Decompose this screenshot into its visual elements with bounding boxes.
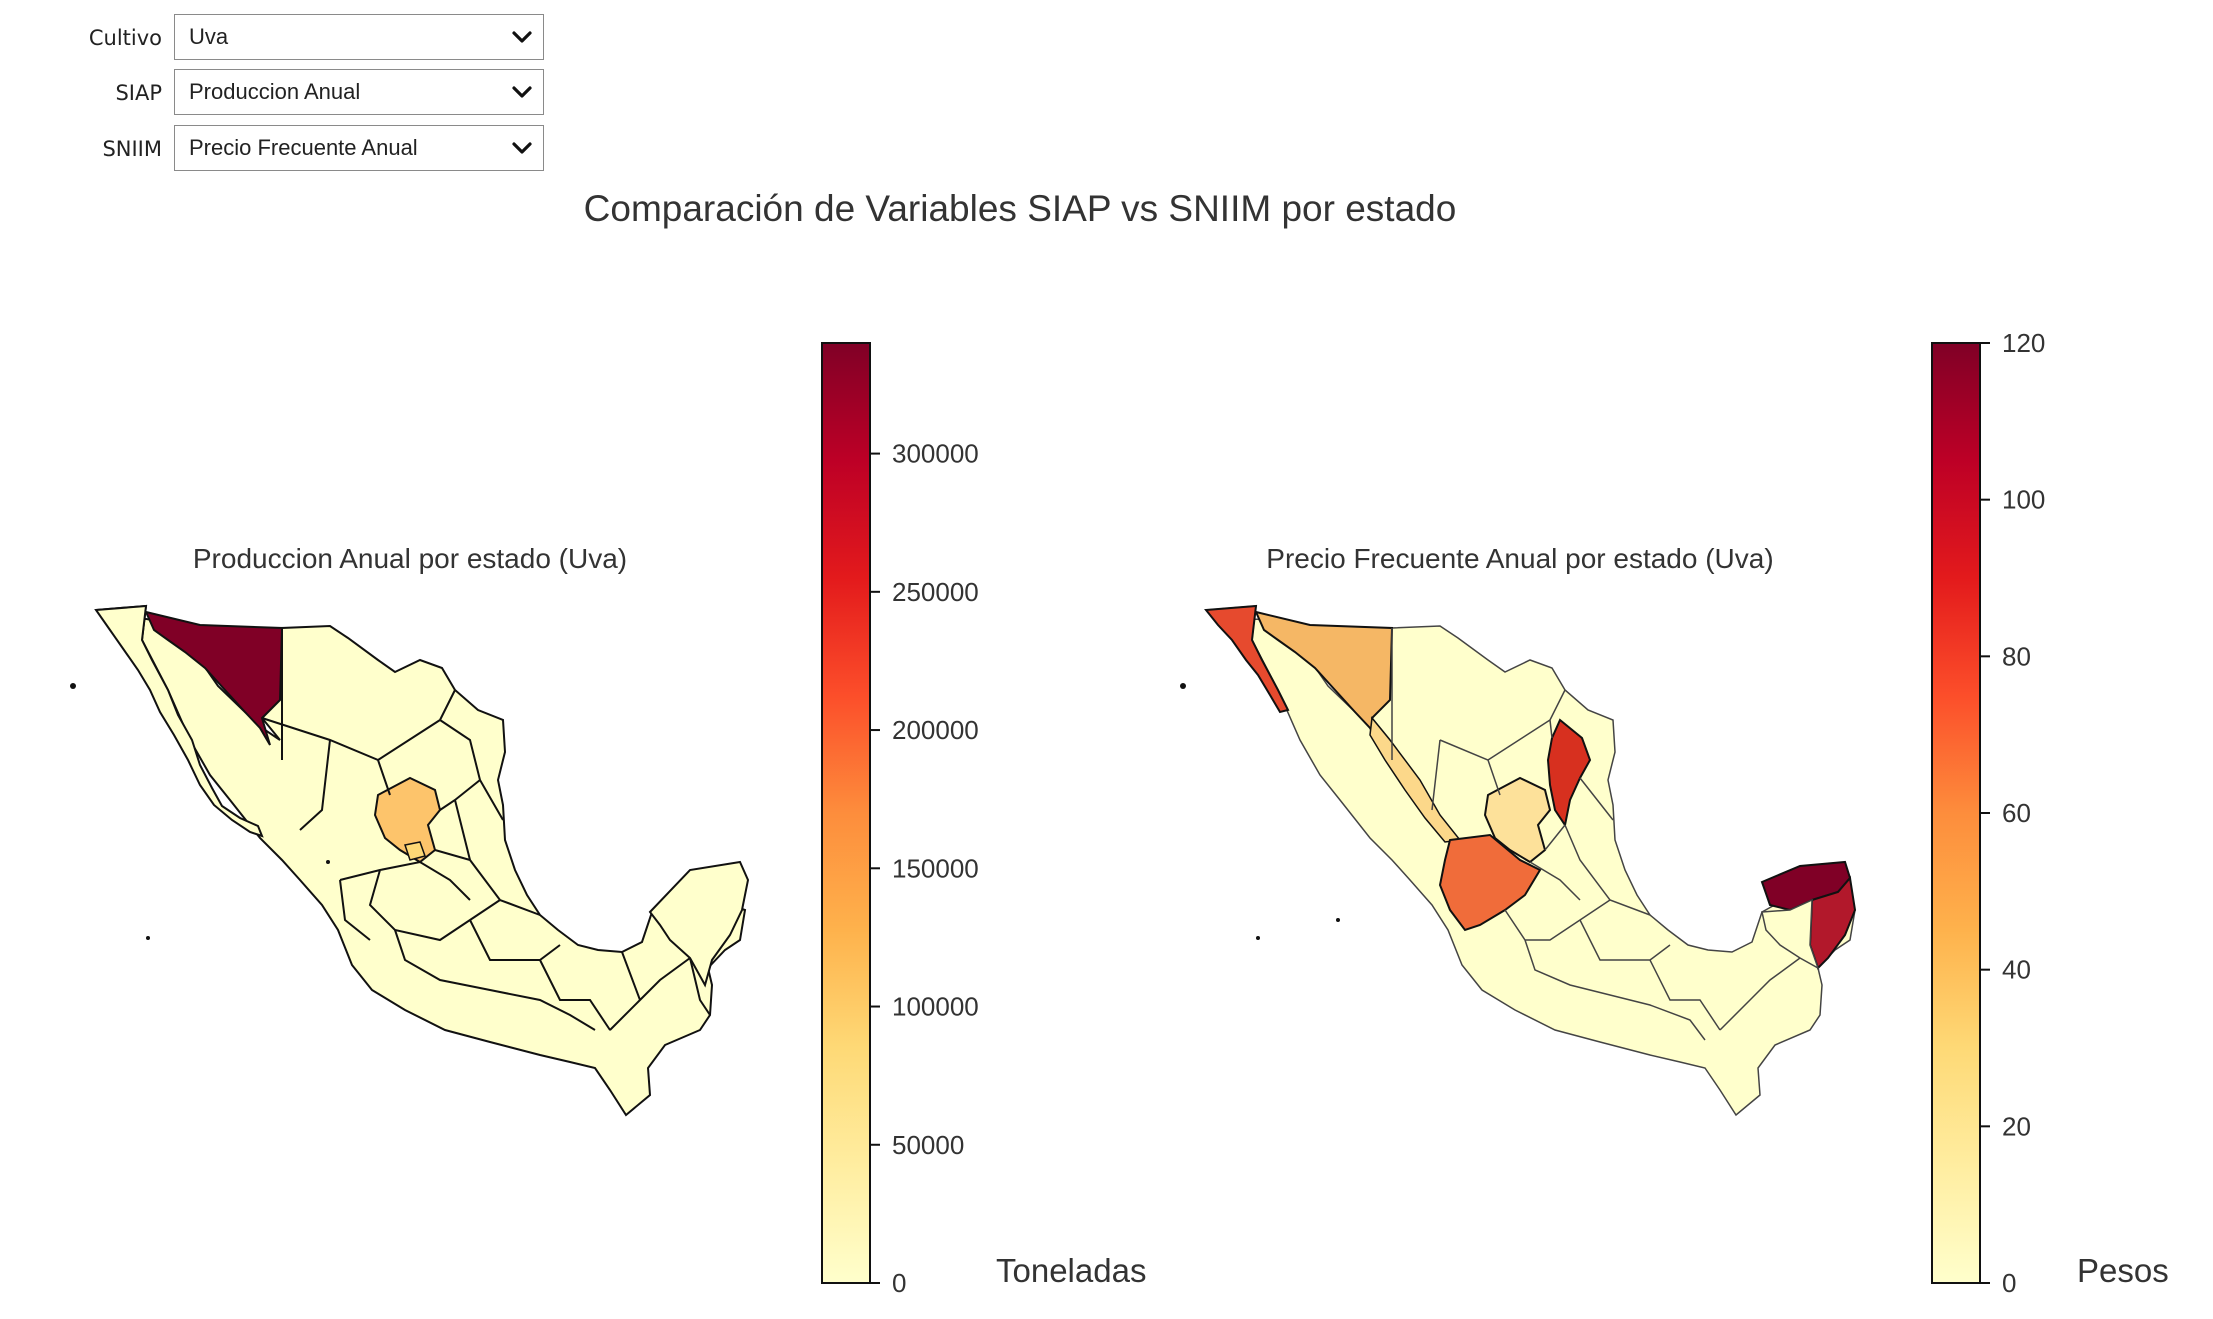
left-colorbar-ticks: 0 50000 100000 150000 200000 250000 300000	[870, 439, 979, 1298]
left-mexico-shape	[70, 604, 750, 1117]
colorbar-tick-label: 150000	[892, 853, 979, 883]
sniim-row: SNIIM Precio Frecuente Anual	[0, 125, 560, 173]
colorbar-tick-label: 100000	[892, 992, 979, 1022]
colorbar-tick-label: 40	[2002, 955, 2031, 985]
cultivo-value: Uva	[189, 24, 229, 49]
right-colorbar-label: Pesos	[2077, 1252, 2169, 1289]
colorbar-tick-label: 300000	[892, 439, 979, 469]
colorbar-tick-label: 20	[2002, 1111, 2031, 1141]
main-title: Comparación de Variables SIAP vs SNIIM p…	[583, 188, 1457, 229]
colorbar-tick-label: 0	[2002, 1268, 2016, 1298]
right-colorbar	[1931, 342, 1981, 1284]
colorbar-tick-label: 0	[892, 1268, 906, 1298]
sniim-label: SNIIM	[102, 137, 162, 161]
right-island-2	[1256, 936, 1260, 940]
right-campeche	[1761, 898, 1820, 970]
left-island-2	[146, 936, 150, 940]
left-island-3	[326, 860, 330, 864]
siap-value: Produccion Anual	[189, 79, 361, 104]
left-island-1	[70, 683, 76, 689]
left-state-borders	[261, 628, 711, 1031]
colorbar-tick-label: 60	[2002, 798, 2031, 828]
right-map-title: Precio Frecuente Anual por estado (Uva)	[1266, 543, 1774, 574]
colorbar-tick-label: 250000	[892, 577, 979, 607]
colorbar-tick-label: 100	[2002, 485, 2045, 515]
colorbar-tick-label: 80	[2002, 641, 2031, 671]
right-colorbar-ticks: 0 20 40 60 80 100 120	[1980, 328, 2045, 1298]
cultivo-label: Cultivo	[88, 26, 162, 50]
left-yucatan-peninsula	[648, 860, 750, 988]
chevron-down-icon	[512, 86, 532, 98]
siap-row: SIAP Produccion Anual	[0, 69, 560, 117]
right-state-borders	[1391, 628, 1801, 1041]
colorbar-tick-label: 50000	[892, 1130, 964, 1160]
sniim-value: Precio Frecuente Anual	[189, 135, 418, 160]
right-mexico-shape	[1180, 604, 1857, 1117]
colorbar-tick-label: 200000	[892, 715, 979, 745]
right-island-1	[1180, 683, 1186, 689]
right-baja-california	[1204, 604, 1290, 714]
chevron-down-icon	[512, 31, 532, 43]
siap-select[interactable]: Produccion Anual	[174, 69, 544, 115]
cultivo-select[interactable]: Uva	[174, 14, 544, 60]
left-colorbar-label: Toneladas	[996, 1252, 1147, 1289]
siap-label: SIAP	[115, 81, 162, 105]
right-jalisco	[1438, 833, 1542, 932]
sniim-select[interactable]: Precio Frecuente Anual	[174, 125, 544, 171]
left-baja-california	[94, 604, 264, 838]
colorbar-tick-label: 120	[2002, 328, 2045, 358]
cultivo-row: Cultivo Uva	[0, 14, 560, 62]
right-island-3	[1336, 918, 1340, 922]
chevron-down-icon	[512, 142, 532, 154]
left-aguascalientes	[404, 841, 426, 861]
left-map-title: Produccion Anual por estado (Uva)	[192, 543, 628, 574]
left-colorbar	[821, 342, 871, 1284]
